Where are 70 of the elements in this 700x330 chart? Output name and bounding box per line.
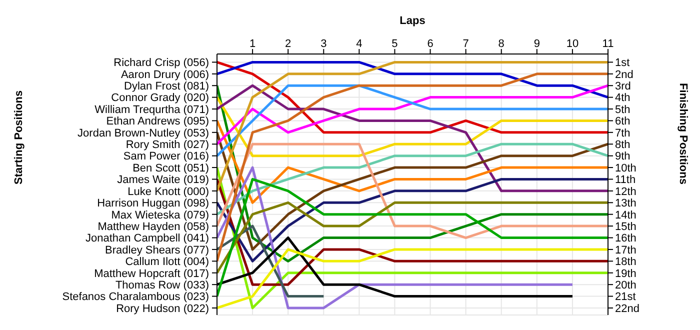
- text: Rory Smith (027): [126, 139, 209, 152]
- y-tick-label: 19th: [615, 268, 636, 280]
- line-series: [217, 60, 608, 134]
- y-tick-label: 4th: [615, 92, 630, 104]
- text: Matthew Hayden (058): [98, 220, 209, 233]
- y-tick-label: 11th: [615, 174, 636, 186]
- text: Starting Positions: [12, 90, 25, 184]
- text: Callum Ilott (004): [125, 256, 209, 268]
- text: Aaron Drury (006): [120, 68, 209, 81]
- y-tick-label: 15th: [615, 220, 636, 233]
- line-series: [217, 248, 608, 310]
- text: Stefanos Charalambous (023): [62, 291, 209, 304]
- y-tick-label: 6th: [615, 116, 630, 128]
- text: James Waite (019): [117, 174, 209, 186]
- x-tick-label: 9: [534, 38, 540, 50]
- line-series: [217, 178, 608, 262]
- text: Ethan Andrews (095): [106, 116, 209, 128]
- y-tick-label: 16th: [615, 232, 636, 245]
- x-tick-label: 4: [356, 38, 362, 50]
- x-tick-label: 6: [427, 38, 434, 50]
- y-tick-label: 2nd: [615, 68, 634, 81]
- text: Thomas Row (033): [115, 279, 209, 292]
- y-tick-label: 7th: [615, 127, 630, 140]
- text: Dylan Frost (081): [124, 80, 209, 93]
- line-series: [217, 60, 608, 99]
- line-series: [217, 84, 608, 146]
- line-series: [217, 142, 608, 216]
- x-tick-label: 11: [602, 38, 614, 50]
- y-tick-label: 1st: [615, 57, 630, 70]
- y-tick-label: 22nd: [615, 302, 640, 315]
- text: Ben Scott (051): [132, 162, 209, 174]
- text: William Trequrtha (071): [94, 104, 209, 116]
- text: Luke Knott (000): [128, 186, 209, 198]
- x-axis-title: Laps: [400, 14, 426, 27]
- y-tick-label: 3rd: [615, 80, 631, 93]
- y-axis-title: Finishing Positions: [677, 83, 690, 184]
- line-series: [217, 119, 608, 204]
- x-tick-label: 2: [285, 38, 292, 50]
- x-tick-label: 8: [498, 38, 504, 50]
- y-tick-label: 13th: [615, 198, 636, 210]
- x-tick-label: 3: [320, 38, 327, 50]
- y-tick-label: 20th: [615, 279, 636, 292]
- text: Connor Grady (020): [111, 92, 209, 104]
- y-tick-label: 10th: [615, 162, 636, 174]
- y-tick-label: 17th: [615, 244, 636, 256]
- text: Richard Crisp (056): [114, 57, 209, 70]
- x-tick-label: 10: [566, 38, 579, 50]
- text: Harrison Huggan (098): [97, 198, 209, 210]
- text: Bradley Shears (077): [105, 244, 209, 256]
- text: Sam Power (016): [123, 150, 209, 163]
- line-series: [217, 84, 608, 192]
- text: Jonathan Campbell (041): [85, 232, 209, 245]
- y-tick-label: 5th: [615, 104, 630, 116]
- text: Max Wieteska (079): [111, 209, 209, 222]
- y-tick-label: 14th: [615, 209, 636, 222]
- text: Jordan Brown-Nutley (053): [78, 127, 209, 140]
- x-tick-label: 7: [462, 38, 469, 50]
- y-tick-label: 12th: [615, 186, 636, 198]
- line-series: [217, 84, 608, 158]
- x-tick-label: 5: [392, 38, 398, 50]
- y-tick-label: 8th: [615, 139, 630, 152]
- y-tick-label: 9th: [615, 150, 630, 163]
- y-tick-label: 21st: [615, 291, 636, 304]
- x-tick-label: 1: [249, 38, 256, 50]
- line-series: [217, 201, 608, 274]
- text: Rory Hudson (022): [116, 302, 209, 315]
- line-series: [217, 60, 608, 192]
- line-series: [217, 96, 608, 158]
- text: Matthew Hopcraft (017): [94, 268, 209, 280]
- y-tick-label: 18th: [615, 256, 636, 268]
